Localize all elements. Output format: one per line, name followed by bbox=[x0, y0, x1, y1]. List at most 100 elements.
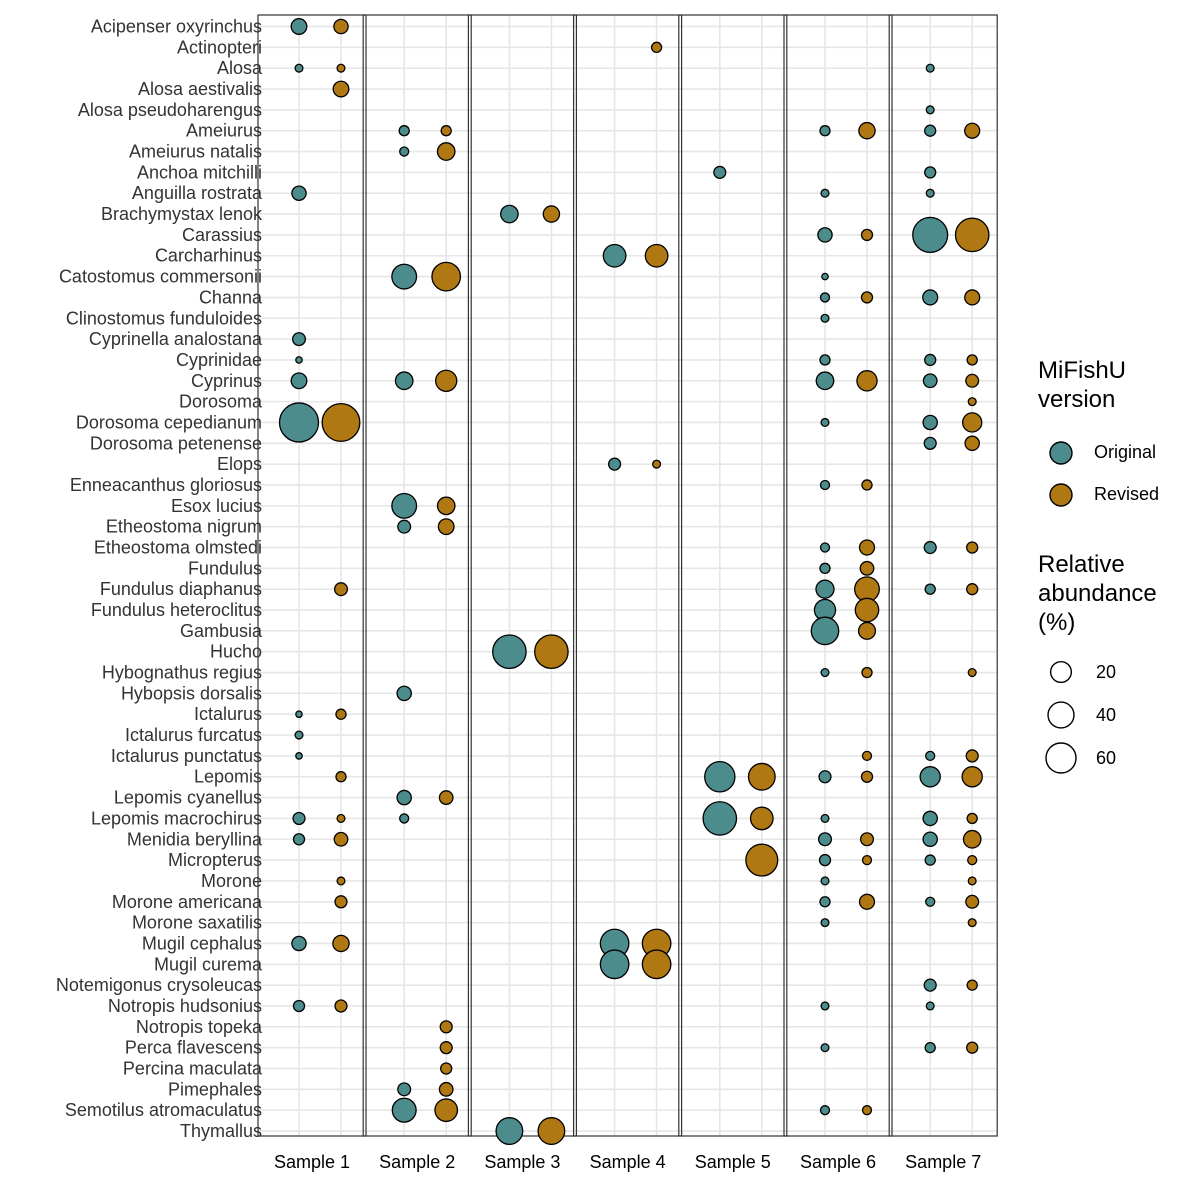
point-original bbox=[820, 188, 830, 198]
point-revised bbox=[436, 142, 456, 161]
point-revised bbox=[438, 790, 454, 805]
size-label-20: 20 bbox=[1096, 662, 1117, 682]
point-revised bbox=[644, 243, 669, 268]
point-revised bbox=[431, 261, 462, 292]
species-label: Fundulus bbox=[188, 558, 262, 578]
point-original bbox=[923, 436, 937, 450]
point-revised bbox=[860, 228, 874, 242]
species-label: Alosa pseudoharengus bbox=[78, 100, 262, 120]
point-original bbox=[599, 949, 630, 980]
point-revised bbox=[434, 369, 458, 392]
point-revised bbox=[966, 583, 979, 596]
species-label: Esox lucius bbox=[171, 496, 262, 516]
point-original bbox=[819, 479, 831, 491]
species-label: Lepomis macrochirus bbox=[91, 808, 262, 828]
point-original bbox=[295, 356, 303, 364]
point-original bbox=[294, 63, 304, 73]
point-revised bbox=[439, 1020, 453, 1034]
point-revised bbox=[859, 560, 875, 576]
point-revised bbox=[858, 539, 876, 556]
point-revised bbox=[954, 217, 990, 253]
panel-label-3: Sample 3 bbox=[484, 1152, 560, 1172]
point-revised bbox=[966, 354, 978, 366]
version-legend-title-line2: version bbox=[1038, 386, 1116, 413]
point-original bbox=[815, 579, 835, 599]
point-revised bbox=[966, 979, 978, 991]
point-original bbox=[923, 978, 937, 992]
size-legend-item-60: 60 bbox=[1038, 737, 1198, 780]
species-label: Notemigonus crysoleucas bbox=[56, 975, 262, 995]
point-revised bbox=[335, 708, 347, 720]
point-revised bbox=[749, 806, 774, 831]
point-original bbox=[294, 730, 304, 740]
point-revised bbox=[965, 894, 980, 909]
point-original bbox=[820, 313, 830, 323]
species-label: Ameiurus bbox=[186, 121, 262, 141]
point-revised bbox=[334, 895, 348, 909]
point-revised bbox=[966, 541, 979, 554]
point-original bbox=[922, 373, 938, 389]
species-label: Percina maculata bbox=[123, 1059, 263, 1079]
point-original bbox=[817, 227, 833, 243]
point-original bbox=[922, 831, 938, 848]
point-original bbox=[817, 832, 833, 847]
point-revised bbox=[860, 770, 874, 783]
size-label-60: 60 bbox=[1096, 748, 1117, 768]
point-original bbox=[819, 1105, 831, 1116]
point-revised bbox=[966, 812, 978, 825]
species-label: Ictalurus bbox=[194, 704, 262, 724]
point-revised bbox=[333, 831, 349, 847]
point-original bbox=[912, 216, 949, 253]
sample-label-layer: Sample 1 Sample 2 Sample 3 Sample 4 Sample 5… bbox=[274, 1152, 981, 1172]
species-label: Cyprinidae bbox=[176, 350, 262, 370]
point-original bbox=[924, 583, 936, 595]
species-label: Semotilus atromaculatus bbox=[65, 1100, 262, 1120]
point-revised bbox=[440, 125, 452, 137]
point-revised bbox=[438, 1081, 454, 1097]
point-original bbox=[602, 243, 627, 268]
species-label: Anchoa mitchilli bbox=[137, 162, 262, 182]
point-original bbox=[394, 371, 414, 391]
point-original bbox=[924, 353, 937, 367]
species-label: Cyprinus bbox=[191, 371, 262, 391]
point-revised bbox=[440, 1062, 453, 1075]
size-legend-item-40: 40 bbox=[1038, 694, 1198, 737]
point-layer bbox=[278, 18, 990, 1145]
point-original bbox=[820, 1001, 830, 1011]
point-revised bbox=[434, 1098, 459, 1123]
panel-label-5: Sample 5 bbox=[695, 1152, 771, 1172]
point-revised bbox=[334, 999, 348, 1013]
point-revised bbox=[861, 854, 873, 866]
point-revised bbox=[964, 435, 980, 452]
point-revised bbox=[964, 289, 981, 306]
species-label: Notropis topeka bbox=[136, 1017, 263, 1037]
original-dot-icon bbox=[1049, 441, 1073, 465]
size-legend-title-line1: Relative bbox=[1038, 551, 1125, 578]
species-label: Cyprinella analostana bbox=[89, 329, 263, 349]
point-revised bbox=[859, 832, 875, 847]
point-original bbox=[495, 1117, 524, 1145]
point-revised bbox=[967, 667, 977, 678]
species-label: Mugil curema bbox=[154, 954, 263, 974]
point-revised bbox=[961, 412, 983, 433]
panel-frame-5 bbox=[678, 14, 788, 1137]
point-revised bbox=[962, 829, 982, 849]
species-label: Fundulus diaphanus bbox=[100, 579, 262, 599]
point-original bbox=[398, 125, 410, 137]
panel-label-2: Sample 2 bbox=[379, 1152, 455, 1172]
point-original bbox=[819, 896, 831, 908]
species-label: Morone bbox=[201, 871, 262, 891]
point-revised bbox=[333, 18, 349, 35]
size-label-40: 40 bbox=[1096, 705, 1117, 725]
species-label: Menidia beryllina bbox=[127, 829, 263, 849]
point-original bbox=[278, 402, 320, 443]
species-label: Carassius bbox=[182, 225, 262, 245]
point-original bbox=[290, 372, 308, 390]
species-label: Dorosoma cepedianum bbox=[76, 412, 262, 432]
species-label: Pimephales bbox=[168, 1079, 262, 1099]
size-60-circle-icon bbox=[1045, 742, 1077, 774]
species-label: Alosa aestivalis bbox=[138, 79, 262, 99]
size-legend-title-line2: abundance bbox=[1038, 580, 1157, 607]
point-original bbox=[924, 1041, 936, 1054]
point-original bbox=[397, 1082, 412, 1097]
